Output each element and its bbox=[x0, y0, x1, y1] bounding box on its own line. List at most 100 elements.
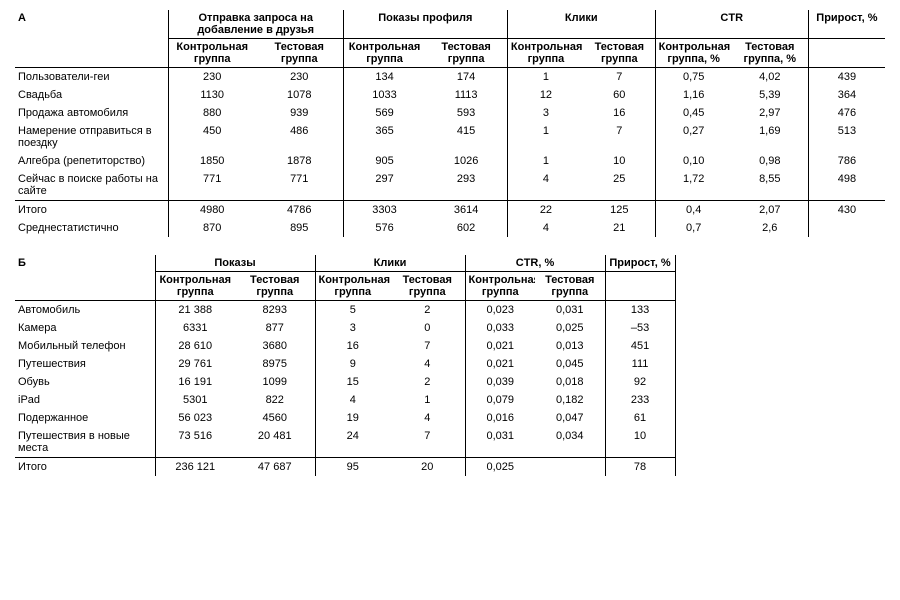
table-cell: 111 bbox=[605, 355, 675, 373]
table-cell: 1878 bbox=[256, 152, 344, 170]
table-cell: 1099 bbox=[235, 373, 315, 391]
table-cell: 1 bbox=[507, 152, 584, 170]
grp-b-2: Клики bbox=[315, 255, 465, 272]
table-cell: 365 bbox=[343, 122, 425, 152]
table-cell: 7 bbox=[584, 122, 655, 152]
table-cell: 24 bbox=[315, 427, 390, 458]
table-cell: 25 bbox=[584, 170, 655, 201]
section-b-label: Б bbox=[15, 255, 155, 301]
table-cell: 134 bbox=[343, 68, 425, 87]
table-cell: 0,016 bbox=[465, 409, 535, 427]
grp-b-3: CTR, % bbox=[465, 255, 605, 272]
table-row-label: Намерение отправиться в поездку bbox=[15, 122, 168, 152]
table-cell: 569 bbox=[343, 104, 425, 122]
table-cell: 0,013 bbox=[535, 337, 605, 355]
table-cell: 1078 bbox=[256, 86, 344, 104]
table-row-label: Итого bbox=[15, 201, 168, 220]
table-cell: 498 bbox=[808, 170, 885, 201]
table-cell: 415 bbox=[425, 122, 507, 152]
table-cell: 0,025 bbox=[535, 319, 605, 337]
table-cell bbox=[808, 219, 885, 237]
sub-b-1t: Тестовая группа bbox=[235, 272, 315, 301]
table-cell: 0,021 bbox=[465, 337, 535, 355]
sub-b-2c: Контрольная группа bbox=[315, 272, 390, 301]
table-cell: 4980 bbox=[168, 201, 256, 220]
table-cell: 5301 bbox=[155, 391, 235, 409]
table-cell: 451 bbox=[605, 337, 675, 355]
table-cell: 880 bbox=[168, 104, 256, 122]
table-cell: 1,69 bbox=[732, 122, 809, 152]
table-cell: 476 bbox=[808, 104, 885, 122]
table-cell: 10 bbox=[605, 427, 675, 458]
table-cell: 16 191 bbox=[155, 373, 235, 391]
table-cell: 2,97 bbox=[732, 104, 809, 122]
table-cell: 60 bbox=[584, 86, 655, 104]
table-cell: 92 bbox=[605, 373, 675, 391]
table-cell: 125 bbox=[584, 201, 655, 220]
sub-b-1c: Контрольная группа bbox=[155, 272, 235, 301]
table-cell: 8975 bbox=[235, 355, 315, 373]
table-cell: 293 bbox=[425, 170, 507, 201]
table-cell: 593 bbox=[425, 104, 507, 122]
table-cell: 21 bbox=[584, 219, 655, 237]
grp-b-1: Показы bbox=[155, 255, 315, 272]
table-cell: –53 bbox=[605, 319, 675, 337]
table-cell: 2,6 bbox=[732, 219, 809, 237]
table-a: А Отправка запроса на добавление в друзь… bbox=[15, 10, 885, 237]
table-cell: 0 bbox=[390, 319, 465, 337]
table-cell: 1033 bbox=[343, 86, 425, 104]
table-cell: 10 bbox=[584, 152, 655, 170]
table-cell: 3 bbox=[507, 104, 584, 122]
table-cell: 1130 bbox=[168, 86, 256, 104]
table-cell: 0,045 bbox=[535, 355, 605, 373]
table-cell: 4 bbox=[507, 219, 584, 237]
table-cell: 8293 bbox=[235, 301, 315, 320]
table-cell: 1 bbox=[507, 68, 584, 87]
table-cell: 513 bbox=[808, 122, 885, 152]
table-cell: 0,047 bbox=[535, 409, 605, 427]
table-cell: 0,039 bbox=[465, 373, 535, 391]
sub-a-2t: Тестовая группа bbox=[425, 39, 507, 68]
table-cell: 602 bbox=[425, 219, 507, 237]
table-cell: 4 bbox=[315, 391, 390, 409]
table-cell: 364 bbox=[808, 86, 885, 104]
table-cell: 430 bbox=[808, 201, 885, 220]
table-cell: 95 bbox=[315, 458, 390, 477]
grp-a-1: Отправка запроса на добавление в друзья bbox=[168, 10, 343, 39]
table-cell: 0,034 bbox=[535, 427, 605, 458]
table-cell: 1,72 bbox=[655, 170, 732, 201]
table-row-label: Подержанное bbox=[15, 409, 155, 427]
table-cell: 4 bbox=[390, 409, 465, 427]
table-cell: 905 bbox=[343, 152, 425, 170]
table-cell: 771 bbox=[256, 170, 344, 201]
table-cell: 133 bbox=[605, 301, 675, 320]
table-cell: 230 bbox=[256, 68, 344, 87]
grp-a-3: Клики bbox=[507, 10, 655, 39]
table-cell: 73 516 bbox=[155, 427, 235, 458]
table-cell: 1 bbox=[507, 122, 584, 152]
table-cell: 939 bbox=[256, 104, 344, 122]
table-cell: 15 bbox=[315, 373, 390, 391]
table-cell: 1 bbox=[390, 391, 465, 409]
table-cell: 895 bbox=[256, 219, 344, 237]
table-cell: 3680 bbox=[235, 337, 315, 355]
table-cell: 7 bbox=[390, 337, 465, 355]
table-cell: 4786 bbox=[256, 201, 344, 220]
table-cell: 28 610 bbox=[155, 337, 235, 355]
table-row-label: Продажа автомобиля bbox=[15, 104, 168, 122]
table-cell: 230 bbox=[168, 68, 256, 87]
table-cell: 22 bbox=[507, 201, 584, 220]
table-cell: 0,031 bbox=[535, 301, 605, 320]
table-cell: 3303 bbox=[343, 201, 425, 220]
table-cell: 870 bbox=[168, 219, 256, 237]
table-cell: 576 bbox=[343, 219, 425, 237]
table-cell: 21 388 bbox=[155, 301, 235, 320]
table-cell: 0,7 bbox=[655, 219, 732, 237]
sub-a-4t: Тестовая группа, % bbox=[732, 39, 809, 68]
grp-a-4: CTR bbox=[655, 10, 808, 39]
table-cell: 6331 bbox=[155, 319, 235, 337]
table-cell: 1,16 bbox=[655, 86, 732, 104]
table-cell: 4,02 bbox=[732, 68, 809, 87]
table-cell: 20 481 bbox=[235, 427, 315, 458]
table-cell: 0,021 bbox=[465, 355, 535, 373]
